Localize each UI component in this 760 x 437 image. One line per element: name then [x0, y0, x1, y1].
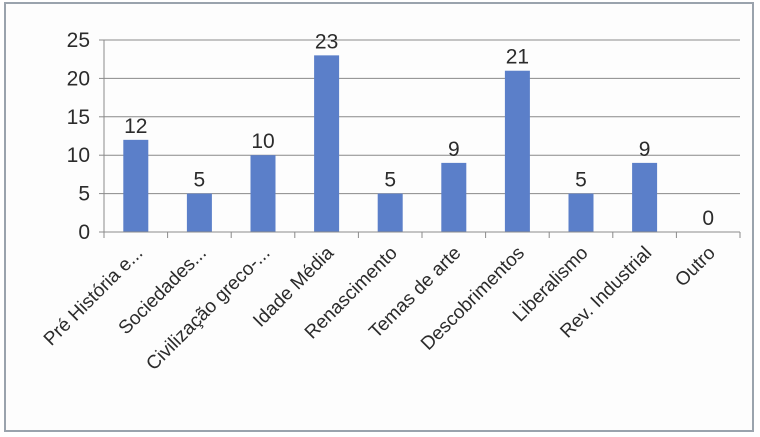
- data-label: 0: [702, 207, 714, 230]
- bar: [186, 193, 212, 232]
- data-label: 12: [124, 115, 147, 138]
- data-label: 21: [506, 46, 529, 69]
- y-tick-label: 5: [78, 183, 90, 206]
- data-label: 5: [194, 169, 206, 192]
- x-tick-label: Civilização greco-...: [142, 243, 274, 375]
- y-tick-label: 0: [78, 221, 90, 244]
- bar: [123, 139, 149, 232]
- data-label: 23: [315, 30, 338, 53]
- bar: [250, 155, 276, 232]
- data-label: 5: [575, 169, 587, 192]
- x-tick-label: Outro: [671, 243, 719, 291]
- bar: [504, 70, 530, 232]
- bar: [441, 162, 467, 232]
- y-tick-label: 15: [67, 106, 90, 129]
- bar: [568, 193, 594, 232]
- bar: [377, 193, 403, 232]
- data-label: 9: [639, 138, 651, 161]
- y-tick-label: 20: [67, 67, 90, 90]
- y-tick-label: 25: [67, 29, 90, 52]
- data-label: 10: [251, 130, 274, 153]
- data-label: 5: [384, 169, 396, 192]
- bar: [632, 162, 658, 232]
- bar: [314, 55, 340, 232]
- y-tick-label: 10: [67, 144, 90, 167]
- data-label: 9: [448, 138, 460, 161]
